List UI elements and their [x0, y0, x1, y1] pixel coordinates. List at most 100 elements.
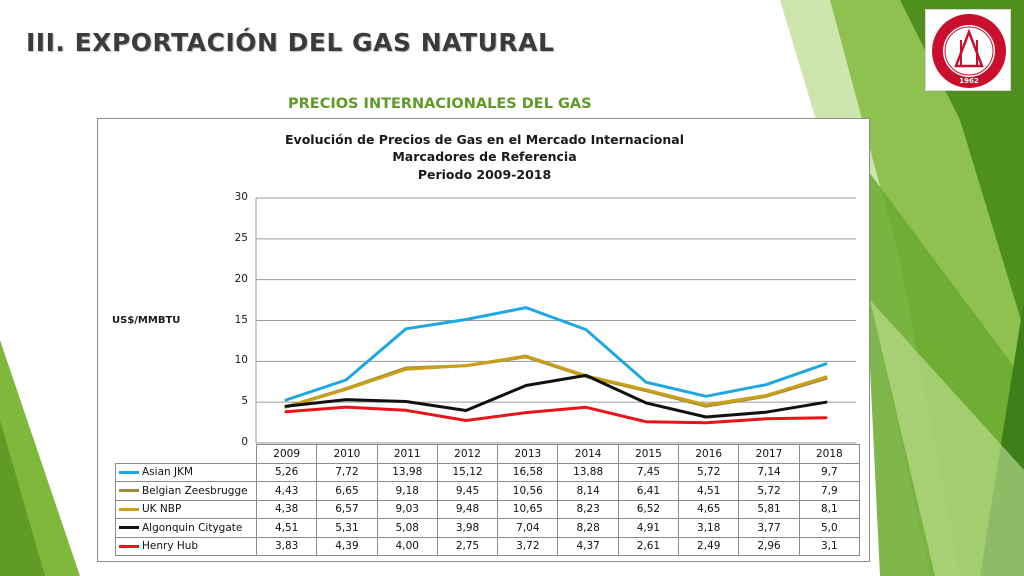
data-value-cell: 4,38: [255, 499, 318, 519]
legend-label: Algonquin Citygate: [142, 521, 243, 534]
data-value-cell: 8,28: [557, 518, 619, 538]
data-value-cell: 3,98: [436, 518, 499, 538]
data-value-cell: 3,72: [497, 536, 559, 556]
line-chart: [255, 197, 856, 444]
data-value-cell: 6,65: [316, 481, 378, 501]
data-value-cell: 5,26: [255, 462, 318, 482]
data-value-cell: 2,49: [678, 536, 740, 556]
legend-label: Belgian Zeesbrugge: [142, 484, 248, 497]
legend-label: UK NBP: [142, 503, 182, 516]
y-tick-label-30: 30: [234, 191, 248, 203]
series-line-uk-nbp: [284, 354, 828, 409]
data-value-cell: 5,0: [798, 518, 860, 538]
chart-title-line-1: Evolución de Precios de Gas en el Mercad…: [285, 132, 684, 147]
series-line-algonquin-citygate: [284, 373, 828, 419]
data-value-cell: 16,58: [497, 462, 559, 482]
y-axis-label: US$/MMBTU: [112, 315, 181, 326]
x-category-2012: 2012: [436, 444, 499, 464]
table-row: Asian JKM 5,26 7,72 13,98 15,12 16,58 13,88 7,4…: [115, 462, 860, 482]
x-category-2014: 2014: [557, 444, 619, 464]
data-value-cell: 9,45: [436, 481, 499, 501]
data-value-cell: 4,51: [678, 481, 740, 501]
x-category-2018: 2018: [798, 444, 860, 464]
data-value-cell: 2,96: [738, 536, 800, 556]
slide-subtitle: PRECIOS INTERNACIONALES DEL GAS: [288, 96, 592, 112]
table-row: Algonquin Citygate 4,51 5,31 5,08 3,98 7,04 8,…: [115, 518, 860, 538]
data-value-cell: 8,1: [798, 499, 860, 519]
logo-emblem-icon: 1962: [932, 14, 1006, 88]
legend-key-swatch: [119, 507, 139, 511]
data-value-cell: 6,41: [617, 481, 680, 501]
legend-label: Henry Hub: [142, 540, 199, 553]
data-value-cell: 8,14: [557, 481, 619, 501]
data-value-cell: 2,75: [436, 536, 499, 556]
data-value-cell: 3,83: [255, 536, 318, 556]
data-value-cell: 9,7: [798, 462, 860, 482]
y-tick-label-5: 5: [241, 395, 248, 408]
data-value-cell: 9,48: [436, 499, 499, 519]
data-value-cell: 5,72: [738, 481, 800, 501]
legend-key-swatch: [119, 470, 139, 474]
data-value-cell: 4,51: [255, 518, 318, 538]
data-value-cell: 3,77: [738, 518, 800, 538]
chart-frame: Evolución de Precios de Gas en el Mercad…: [97, 118, 870, 562]
cip-logo: 1962: [925, 9, 1011, 91]
series-line-henry-hub: [284, 405, 828, 425]
table-row: UK NBP 4,38 6,57 9,03 9,48 10,65 8,23 6,52 4,65 5…: [115, 499, 860, 519]
legend-entry: Asian JKM: [115, 462, 257, 482]
legend-label: Asian JKM: [142, 466, 194, 479]
data-value-cell: 4,39: [316, 536, 378, 556]
data-value-cell: 9,18: [376, 481, 438, 501]
x-category-2011: 2011: [376, 444, 438, 464]
x-category-2009: 2009: [255, 444, 318, 464]
table-row: Belgian Zeesbrugge 4,43 6,65 9,18 9,45 10,56 8…: [115, 481, 860, 501]
data-value-cell: 8,23: [557, 499, 619, 519]
data-value-cell: 4,37: [557, 536, 619, 556]
x-category-2017: 2017: [738, 444, 800, 464]
legend-entry: Belgian Zeesbrugge: [115, 481, 257, 501]
data-value-cell: 10,56: [497, 481, 559, 501]
data-value-cell: 3,1: [798, 536, 860, 556]
data-value-cell: 9,03: [376, 499, 438, 519]
slide-title: III. EXPORTACIÓN DEL GAS NATURAL: [26, 28, 555, 57]
chart-title-line-3: Periodo 2009-2018: [417, 167, 552, 182]
data-value-cell: 5,08: [376, 518, 438, 538]
legend-entry: Algonquin Citygate: [115, 518, 257, 538]
chart-title-line-2: Marcadores de Referencia: [392, 149, 577, 164]
y-tick-label-0: 0: [241, 436, 248, 448]
logo-year: 1962: [959, 77, 979, 85]
x-category-2015: 2015: [617, 444, 680, 464]
data-value-cell: 5,81: [738, 499, 800, 519]
data-value-cell: 7,72: [316, 462, 378, 482]
data-value-cell: 5,72: [678, 462, 740, 482]
data-value-cell: 7,14: [738, 462, 800, 482]
table-header-row: 2009 2010 2011 2012 2013 2014 2015 2016 2017 2018: [115, 444, 860, 464]
data-value-cell: 2,61: [617, 536, 680, 556]
y-tick-label-25: 25: [234, 231, 248, 244]
data-value-cell: 4,91: [617, 518, 680, 538]
series-line-asian-jkm: [284, 306, 828, 402]
data-value-cell: 5,31: [316, 518, 378, 538]
table-corner: [115, 444, 257, 464]
legend-entry: UK NBP: [115, 499, 257, 519]
data-value-cell: 13,98: [376, 462, 438, 482]
y-tick-label-10: 10: [234, 354, 248, 367]
data-value-cell: 4,00: [376, 536, 438, 556]
data-value-cell: 3,18: [678, 518, 740, 538]
legend-key-swatch: [119, 526, 139, 530]
data-value-cell: 7,9: [798, 481, 860, 501]
x-category-2013: 2013: [497, 444, 559, 464]
legend-entry: Henry Hub: [115, 536, 257, 556]
data-value-cell: 13,88: [557, 462, 619, 482]
data-value-cell: 7,04: [497, 518, 559, 538]
data-value-cell: 7,45: [617, 462, 680, 482]
table-row: Henry Hub 3,83 4,39 4,00 2,75 3,72 4,37 2,61 2,4…: [115, 536, 860, 556]
data-value-cell: 15,12: [436, 462, 499, 482]
data-value-cell: 10,65: [497, 499, 559, 519]
y-tick-label-15: 15: [234, 313, 248, 326]
data-table: 2009 2010 2011 2012 2013 2014 2015 2016 2017 2018…: [115, 444, 860, 556]
x-category-2010: 2010: [316, 444, 378, 464]
data-value-cell: 6,57: [316, 499, 378, 519]
x-category-2016: 2016: [678, 444, 740, 464]
